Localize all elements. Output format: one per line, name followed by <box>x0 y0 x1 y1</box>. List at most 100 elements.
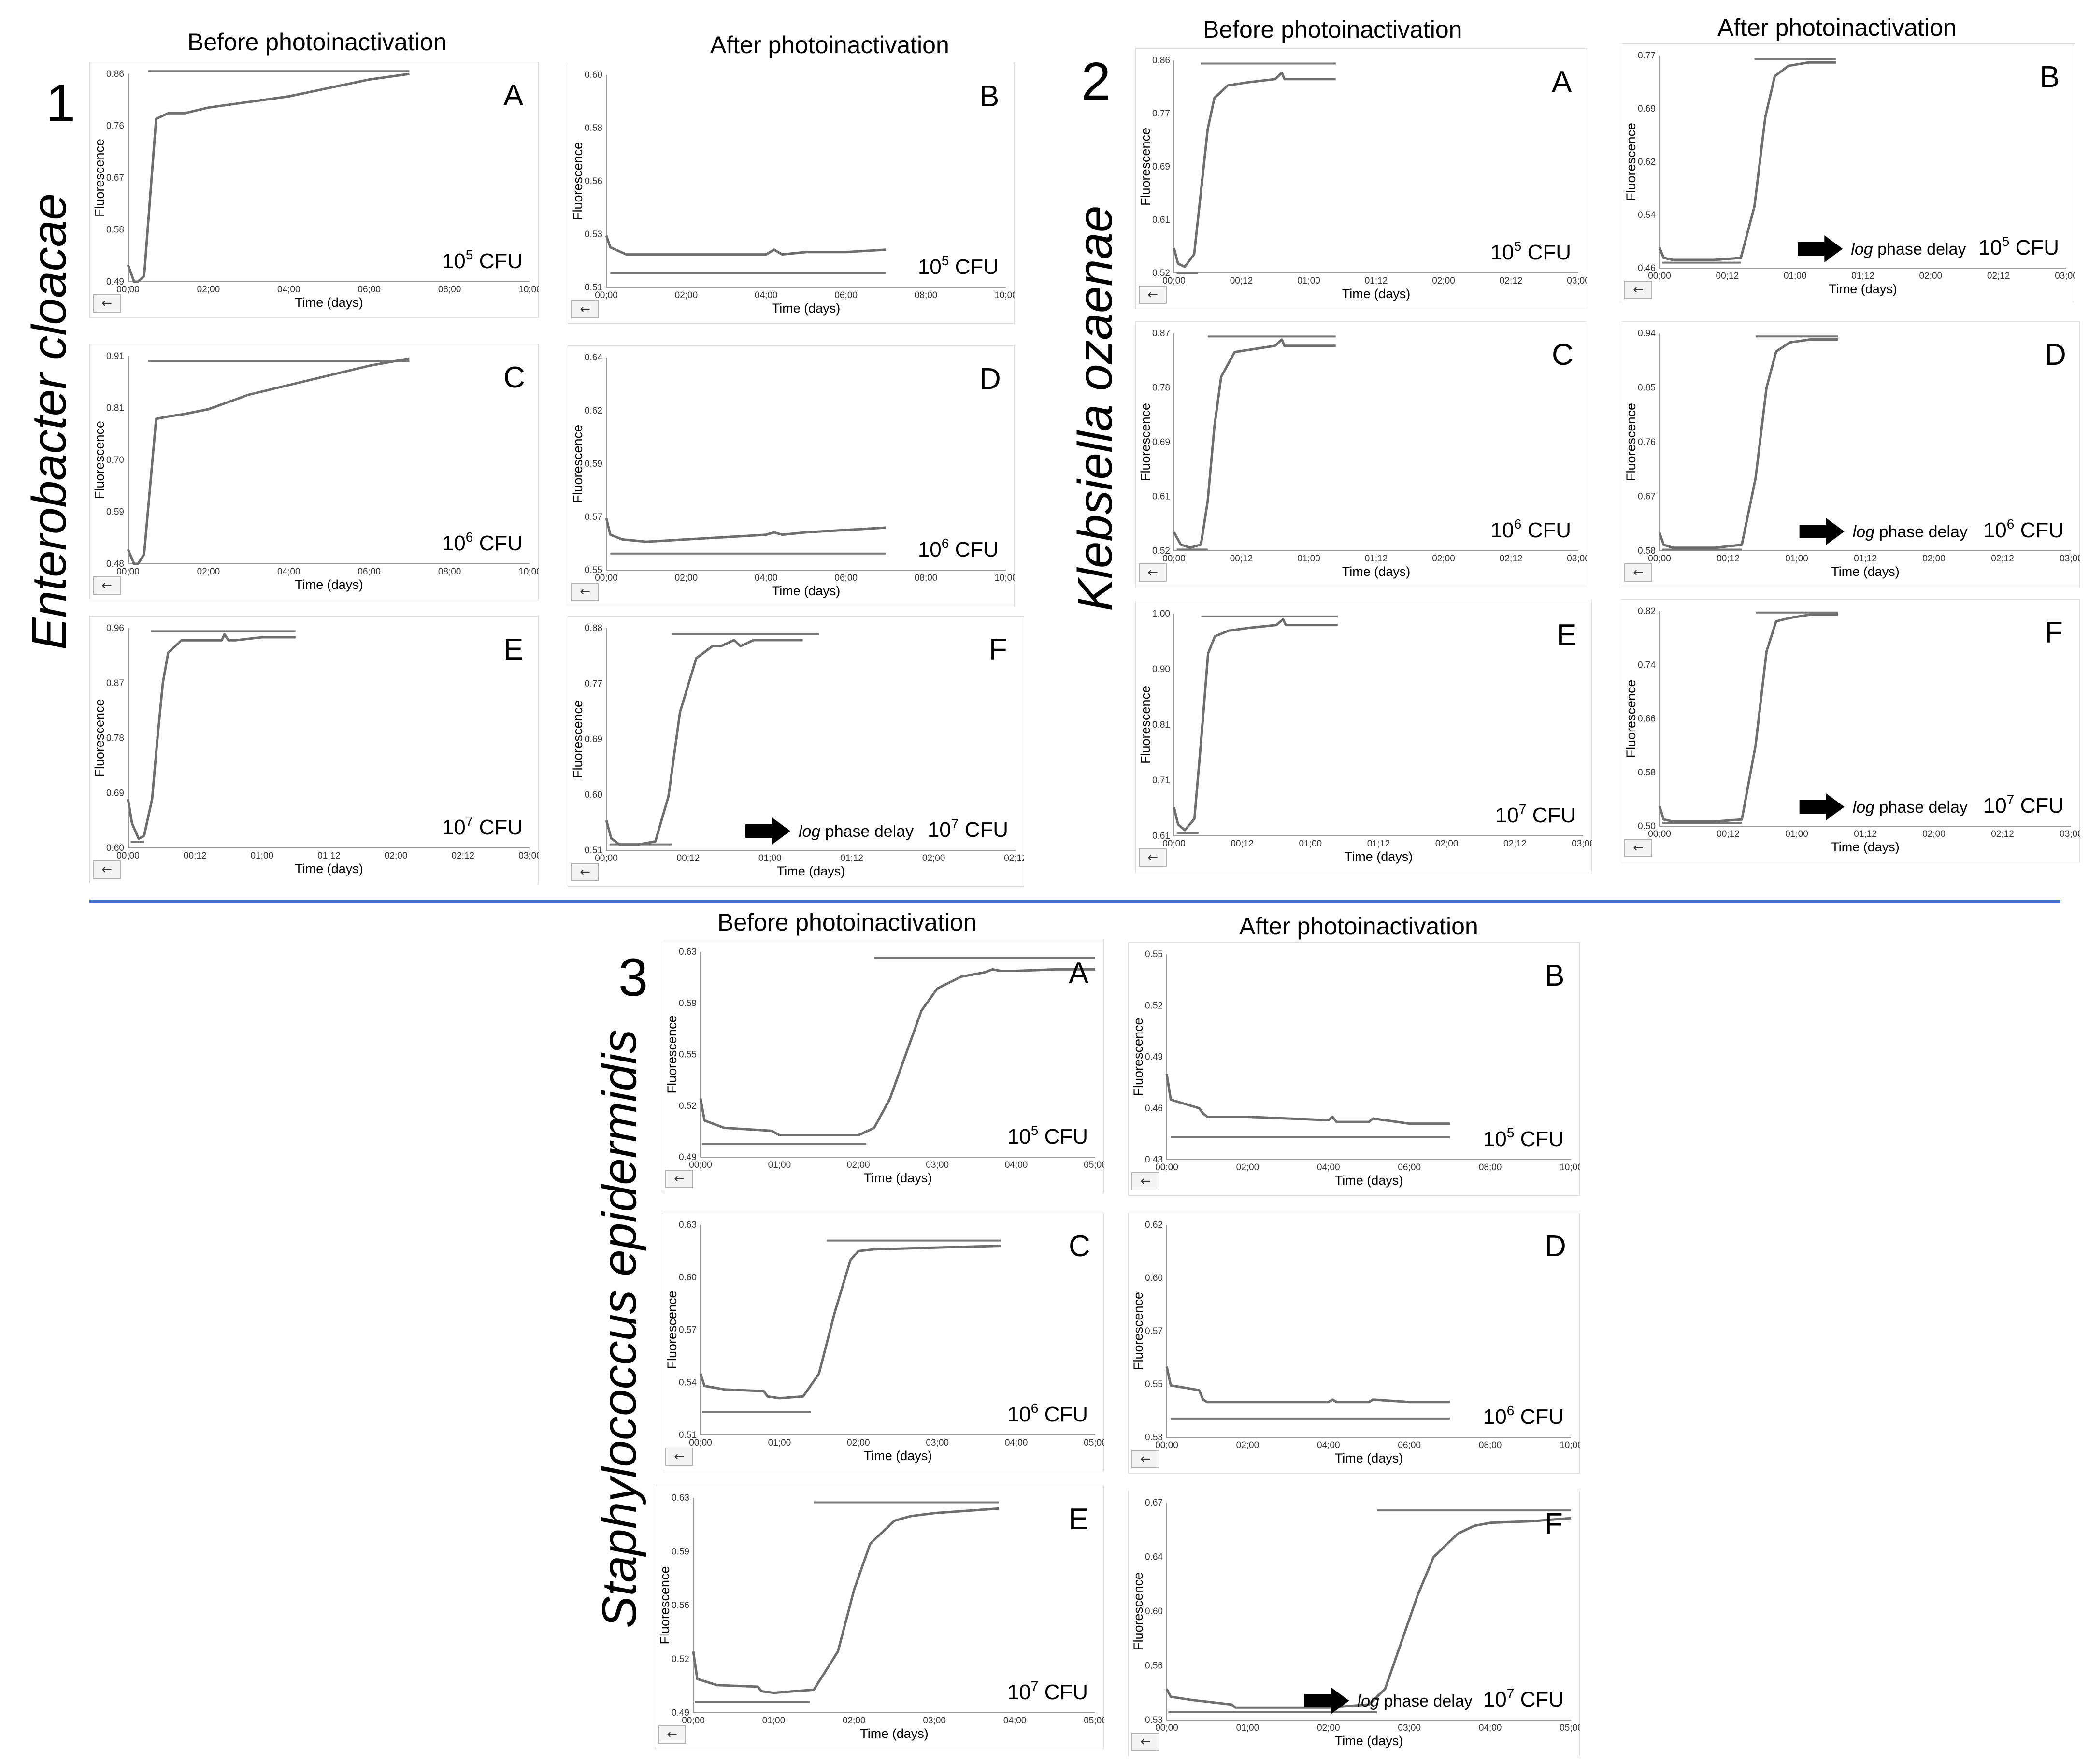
x-tick-label: 00;00 <box>1155 1440 1178 1450</box>
y-tick-label: 0.60 <box>585 70 602 80</box>
y-tick-label: 0.77 <box>1152 109 1170 119</box>
x-axis-label: Time (days) <box>864 1448 932 1463</box>
y-tick-label: 0.88 <box>585 623 602 633</box>
panel-letter: E <box>503 633 523 666</box>
growth-curve <box>1658 61 1836 261</box>
panel-background <box>662 940 1104 1193</box>
x-tick-label: 01;12 <box>840 853 863 863</box>
x-tick-label: 02;00 <box>1922 829 1946 839</box>
x-tick-label: 08;00 <box>915 573 938 583</box>
y-tick-label: 0.49 <box>1145 1052 1163 1062</box>
x-tick-label: 03;00 <box>518 851 539 861</box>
x-tick-label: 10;00 <box>994 290 1015 301</box>
cfu-label: 106 CFU <box>1490 516 1571 542</box>
x-axis-label: Time (days) <box>295 295 363 310</box>
x-tick-label: 03;00 <box>1567 276 1587 286</box>
back-arrow-box <box>1624 839 1652 857</box>
x-tick-label: 02;12 <box>1004 853 1024 863</box>
y-axis-label: Fluorescence <box>665 1291 679 1369</box>
y-tick-label: 0.58 <box>585 123 602 133</box>
y-tick-label: 0.77 <box>1638 51 1656 61</box>
panel-background <box>568 616 1024 887</box>
panel-letter: B <box>1545 959 1564 992</box>
back-arrow-icon: ← <box>1140 1735 1151 1749</box>
back-arrow-box <box>665 1170 693 1188</box>
back-arrow-icon: ← <box>101 578 112 593</box>
y-axis-label: Fluorescence <box>658 1566 672 1644</box>
y-axis-label: Fluorescence <box>1131 1572 1145 1650</box>
x-tick-label: 00;00 <box>116 285 140 295</box>
y-tick-label: 0.67 <box>1145 1498 1163 1508</box>
y-axis-label: Fluorescence <box>1138 128 1153 206</box>
log-phase-delay-label: log phase delay <box>1851 240 1966 258</box>
cfu-label: 107 CFU <box>1495 802 1576 827</box>
x-tick-label: 02;00 <box>1432 554 1455 564</box>
y-tick-label: 0.55 <box>585 565 602 575</box>
x-tick-label: 04;00 <box>277 567 300 577</box>
x-tick-label: 01;12 <box>1854 829 1877 839</box>
x-tick-label: 01;00 <box>1297 554 1320 564</box>
y-tick-label: 0.60 <box>585 790 602 800</box>
panel-background <box>89 616 539 884</box>
x-axis-label: Time (days) <box>1829 282 1897 296</box>
y-tick-label: 0.76 <box>106 121 124 131</box>
back-arrow-icon: ← <box>1147 565 1158 580</box>
y-tick-label: 0.76 <box>1638 437 1656 447</box>
x-tick-label: 04;00 <box>1479 1723 1502 1733</box>
x-tick-label: 06;00 <box>1398 1162 1421 1173</box>
y-tick-label: 0.53 <box>1145 1433 1163 1443</box>
panel-background <box>1135 48 1587 309</box>
axis-lines <box>1166 954 1571 1160</box>
x-tick-label: 00;12 <box>1717 829 1740 839</box>
axis-lines <box>606 358 1006 571</box>
x-tick-label: 04;00 <box>755 573 778 583</box>
y-tick-label: 0.53 <box>585 229 602 240</box>
growth-curve <box>1173 72 1336 268</box>
y-tick-label: 0.69 <box>585 734 602 745</box>
y-axis-label: Fluorescence <box>1624 679 1638 758</box>
x-tick-label: 08;00 <box>438 285 461 295</box>
growth-curve <box>699 968 1095 1136</box>
x-tick-label: 00;00 <box>116 851 140 861</box>
x-tick-label: 00;12 <box>1230 554 1253 564</box>
back-arrow-icon: ← <box>580 865 590 879</box>
panel-background <box>568 345 1015 606</box>
y-tick-label: 0.58 <box>1638 768 1656 778</box>
y-axis-label: Fluorescence <box>571 425 585 503</box>
panel-letter: C <box>1552 338 1574 372</box>
y-tick-label: 0.55 <box>679 1050 697 1060</box>
back-arrow-icon: ← <box>1140 1452 1151 1466</box>
cfu-label: 107 CFU <box>1483 1686 1564 1711</box>
x-axis-label: Time (days) <box>777 864 845 878</box>
x-axis-label: Time (days) <box>1831 840 1900 854</box>
x-tick-label: 02;00 <box>847 1160 870 1170</box>
x-tick-label: 01;12 <box>1367 839 1390 849</box>
panel-letter: B <box>979 80 999 113</box>
y-tick-label: 0.48 <box>106 559 124 569</box>
y-tick-label: 0.51 <box>585 846 602 856</box>
x-tick-label: 02;12 <box>1500 276 1523 286</box>
y-tick-label: 0.64 <box>1145 1552 1163 1563</box>
panel-letter: D <box>2045 338 2066 372</box>
x-tick-label: 02;00 <box>1432 276 1455 286</box>
y-tick-label: 0.60 <box>1145 1606 1163 1617</box>
panel-letter: E <box>1069 1503 1088 1536</box>
y-tick-label: 0.50 <box>1638 821 1656 832</box>
growth-curve <box>1165 1366 1450 1404</box>
x-tick-label: 01;12 <box>317 851 341 861</box>
y-tick-label: 0.71 <box>1152 775 1170 786</box>
panel-1E: 0.96 0.87 0.78 0.69 0.60 00;00 00;12 01;00 01;12… <box>89 616 539 884</box>
x-tick-label: 00;00 <box>1155 1162 1178 1173</box>
section-divider <box>89 900 2060 903</box>
y-tick-label: 0.66 <box>1638 714 1656 724</box>
panel-1C: 0.91 0.81 0.70 0.59 0.48 00;00 02;00 04;00 06;00… <box>89 344 539 600</box>
x-tick-label: 00;00 <box>689 1438 712 1448</box>
y-tick-label: 0.57 <box>679 1325 697 1335</box>
x-tick-label: 10;00 <box>1560 1162 1580 1173</box>
log-phase-arrow-icon <box>1304 1687 1349 1714</box>
x-tick-label: 02;12 <box>1991 554 2014 564</box>
